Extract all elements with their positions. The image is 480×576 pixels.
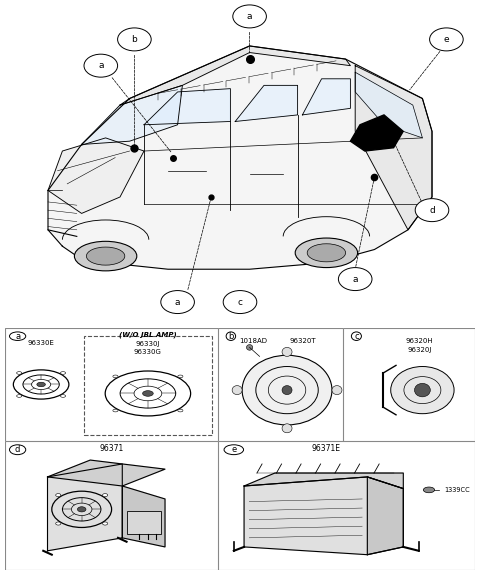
- Text: e: e: [231, 445, 237, 454]
- Circle shape: [423, 487, 434, 492]
- Ellipse shape: [242, 355, 332, 425]
- Text: a: a: [175, 298, 180, 306]
- Circle shape: [338, 268, 372, 290]
- Text: 96320H: 96320H: [406, 338, 433, 344]
- Text: c: c: [238, 298, 242, 306]
- Circle shape: [118, 28, 151, 51]
- Text: 96330G: 96330G: [134, 349, 162, 355]
- Polygon shape: [48, 464, 122, 551]
- Circle shape: [103, 522, 108, 525]
- Polygon shape: [244, 473, 403, 488]
- Circle shape: [60, 372, 66, 374]
- Circle shape: [224, 445, 243, 454]
- Polygon shape: [235, 85, 298, 122]
- Text: a: a: [98, 61, 104, 70]
- Circle shape: [415, 199, 449, 222]
- Circle shape: [351, 332, 361, 340]
- Polygon shape: [350, 115, 403, 151]
- Polygon shape: [244, 477, 403, 555]
- Circle shape: [103, 494, 108, 497]
- Circle shape: [161, 290, 194, 313]
- Text: (W/O JBL AMP): (W/O JBL AMP): [119, 331, 177, 338]
- Text: d: d: [15, 445, 20, 454]
- Polygon shape: [144, 89, 230, 125]
- Circle shape: [77, 507, 86, 512]
- Circle shape: [247, 344, 253, 350]
- Circle shape: [414, 384, 430, 397]
- Circle shape: [332, 385, 342, 395]
- Text: 96330E: 96330E: [28, 340, 55, 346]
- Circle shape: [178, 375, 183, 378]
- Circle shape: [113, 375, 118, 378]
- Circle shape: [10, 445, 26, 454]
- Text: 96320J: 96320J: [408, 347, 432, 353]
- Polygon shape: [48, 46, 432, 269]
- Circle shape: [178, 409, 183, 412]
- Polygon shape: [122, 486, 165, 547]
- Circle shape: [282, 385, 292, 395]
- Polygon shape: [367, 477, 403, 555]
- Text: d: d: [429, 206, 435, 215]
- Circle shape: [143, 391, 153, 396]
- Ellipse shape: [86, 247, 125, 265]
- Text: a: a: [247, 12, 252, 21]
- Text: a: a: [352, 275, 358, 283]
- Polygon shape: [120, 46, 350, 105]
- Circle shape: [84, 54, 118, 77]
- Circle shape: [56, 522, 61, 525]
- Text: 96330J: 96330J: [136, 342, 160, 347]
- Text: 96371E: 96371E: [312, 444, 341, 453]
- Circle shape: [232, 385, 242, 395]
- FancyBboxPatch shape: [127, 510, 161, 534]
- Text: 96371: 96371: [99, 444, 124, 453]
- Text: b: b: [132, 35, 137, 44]
- Circle shape: [17, 372, 22, 374]
- Ellipse shape: [307, 244, 346, 262]
- Circle shape: [233, 5, 266, 28]
- Circle shape: [430, 28, 463, 51]
- Polygon shape: [355, 66, 432, 230]
- Circle shape: [226, 332, 236, 340]
- Polygon shape: [82, 85, 182, 145]
- Text: 1018AD: 1018AD: [240, 338, 267, 344]
- Text: b: b: [228, 332, 234, 340]
- Polygon shape: [48, 138, 144, 214]
- Polygon shape: [48, 460, 165, 486]
- Polygon shape: [302, 79, 350, 115]
- Text: a: a: [15, 332, 20, 340]
- Circle shape: [113, 409, 118, 412]
- Ellipse shape: [74, 241, 137, 271]
- Circle shape: [37, 382, 46, 386]
- Text: c: c: [354, 332, 359, 340]
- Ellipse shape: [295, 238, 358, 268]
- Text: 1339CC: 1339CC: [444, 487, 470, 493]
- Circle shape: [223, 290, 257, 313]
- Ellipse shape: [391, 366, 454, 414]
- Circle shape: [17, 395, 22, 397]
- Text: 96320T: 96320T: [290, 338, 317, 344]
- Circle shape: [282, 424, 292, 433]
- Circle shape: [10, 332, 26, 340]
- Polygon shape: [355, 72, 422, 138]
- Circle shape: [56, 494, 61, 497]
- Text: e: e: [444, 35, 449, 44]
- Circle shape: [60, 395, 66, 397]
- Circle shape: [282, 347, 292, 357]
